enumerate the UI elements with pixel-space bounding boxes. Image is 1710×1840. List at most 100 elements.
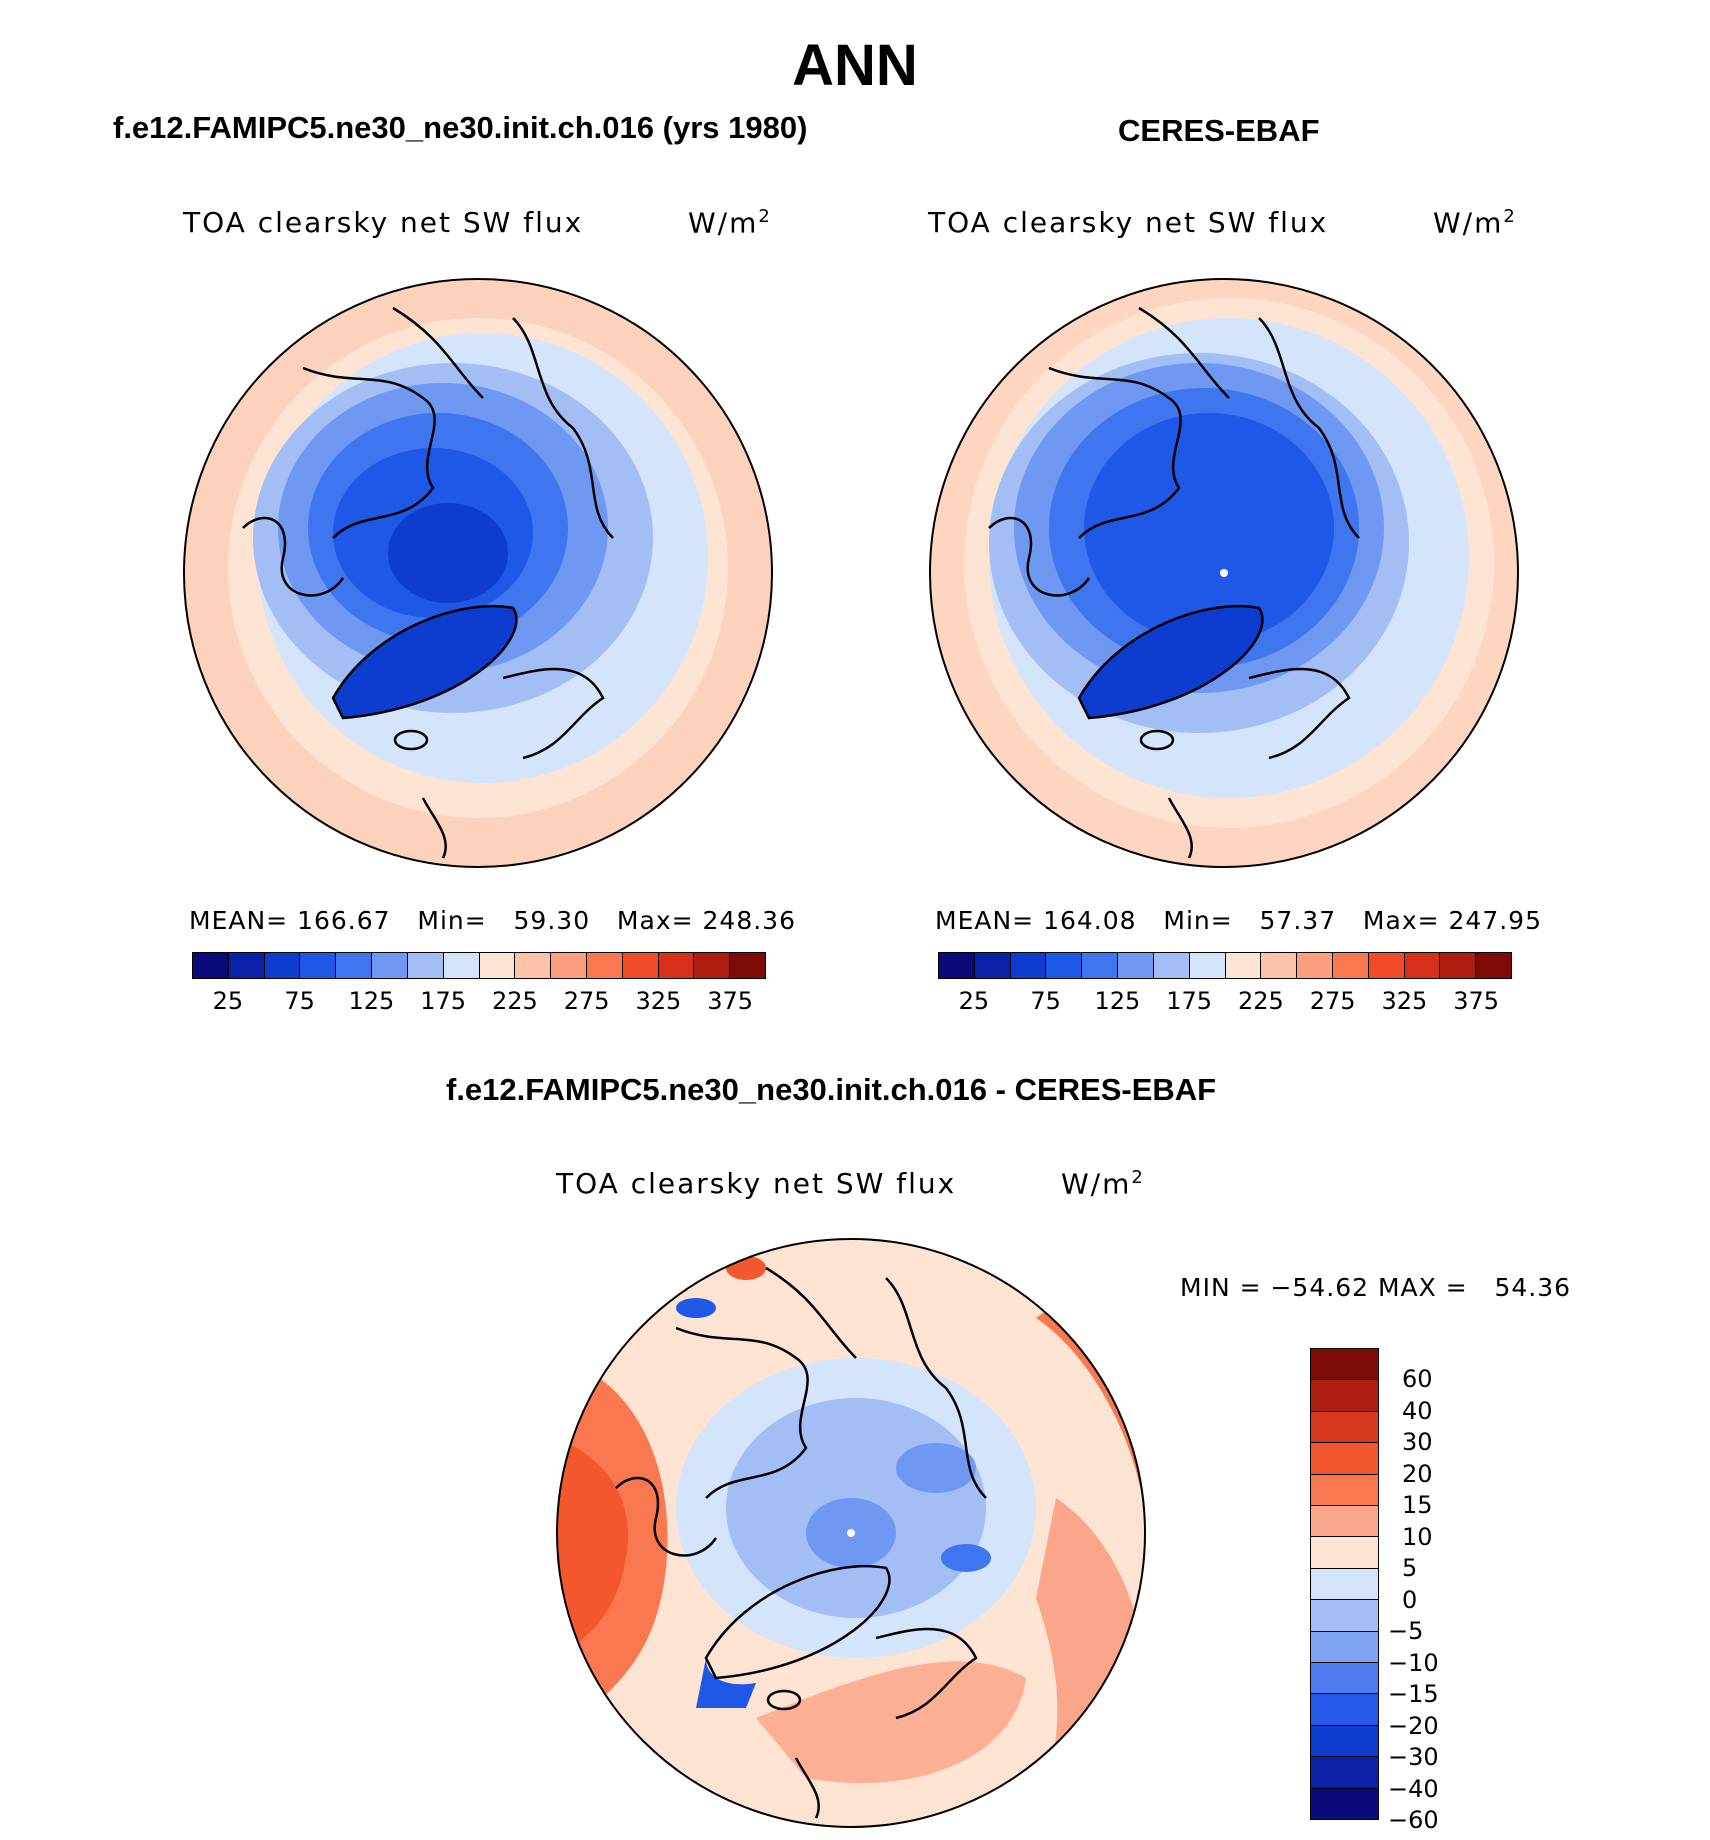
colorbar-tick-label: 325 <box>635 987 682 1015</box>
colorbar-swatch <box>551 953 587 978</box>
colorbar-swatch <box>300 953 337 978</box>
colorbar-swatch <box>730 953 765 978</box>
colorbar-tick-label: −15 <box>1388 1680 1439 1709</box>
colorbar-swatch <box>939 953 975 978</box>
colorbar-tick-label: 225 <box>1237 987 1284 1015</box>
model-subtitle: f.e12.FAMIPC5.ne30_ne30.init.ch.016 (yrs… <box>113 110 808 145</box>
colorbar-tick-label: 60 <box>1402 1365 1433 1394</box>
model-colorbar-ticks: 25 75 125 175 225 275 325 375 <box>192 987 766 1017</box>
colorbar-tick-label: 125 <box>1094 987 1141 1015</box>
colorbar-tick-label: 5 <box>1402 1554 1418 1583</box>
colorbar-swatch <box>407 953 444 978</box>
colorbar-swatch <box>193 953 229 978</box>
colorbar-tick-label: −30 <box>1388 1743 1439 1772</box>
colorbar-swatch <box>1311 1506 1378 1538</box>
colorbar-swatch <box>443 953 480 978</box>
model-colorbar <box>192 952 766 979</box>
diff-subtitle: f.e12.FAMIPC5.ne30_ne30.init.ch.016 - CE… <box>446 1072 1217 1107</box>
obs-stats: MEAN= 164.08 Min= 57.37 Max= 247.95 <box>935 906 1542 935</box>
colorbar-swatch <box>1440 953 1477 978</box>
colorbar-swatch <box>1297 953 1333 978</box>
colorbar-swatch <box>1311 1474 1378 1507</box>
model-variable-label: TOA clearsky net SW flux <box>183 206 584 239</box>
colorbar-tick-label: 325 <box>1381 987 1428 1015</box>
colorbar-tick-label: 175 <box>1166 987 1213 1015</box>
colorbar-tick-label: −40 <box>1388 1774 1439 1803</box>
diff-polar-map <box>556 1238 1146 1828</box>
colorbar-swatch <box>586 953 623 978</box>
colorbar-swatch <box>1082 953 1119 978</box>
colorbar-tick-label: −5 <box>1388 1617 1424 1646</box>
colorbar-swatch <box>1046 953 1083 978</box>
colorbar-swatch <box>1311 1757 1378 1789</box>
colorbar-swatch <box>336 953 373 978</box>
colorbar-swatch <box>1311 1568 1378 1601</box>
colorbar-swatch <box>1476 953 1511 978</box>
colorbar-tick-label: 75 <box>1030 987 1061 1015</box>
colorbar-tick-label: 10 <box>1402 1522 1433 1551</box>
colorbar-tick-label: 25 <box>212 987 244 1015</box>
colorbar-swatch <box>1311 1537 1378 1569</box>
obs-colorbar <box>938 952 1512 979</box>
colorbar-swatch <box>372 953 408 978</box>
colorbar-swatch <box>974 953 1011 978</box>
diff-units-label: W/m2 <box>1061 1167 1145 1201</box>
diff-colorbar <box>1310 1348 1379 1820</box>
diff-variable-label: TOA clearsky net SW flux <box>556 1167 957 1200</box>
colorbar-swatch <box>1311 1411 1378 1444</box>
colorbar-tick-label: 75 <box>284 987 315 1015</box>
colorbar-tick-label: 175 <box>420 987 467 1015</box>
colorbar-tick-label: 30 <box>1402 1428 1433 1457</box>
colorbar-tick-label: 375 <box>1453 987 1500 1015</box>
colorbar-swatch <box>1311 1600 1378 1632</box>
colorbar-swatch <box>228 953 265 978</box>
colorbar-swatch <box>515 953 552 978</box>
colorbar-swatch <box>1404 953 1441 978</box>
colorbar-tick-label: 20 <box>1402 1459 1433 1488</box>
obs-polar-map <box>929 278 1519 868</box>
colorbar-swatch <box>1010 953 1047 978</box>
colorbar-tick-label: 40 <box>1402 1396 1433 1425</box>
colorbar-tick-label: 125 <box>348 987 395 1015</box>
colorbar-tick-label: 15 <box>1402 1491 1433 1520</box>
colorbar-swatch <box>1311 1380 1378 1412</box>
colorbar-swatch <box>1261 953 1298 978</box>
colorbar-swatch <box>1311 1694 1378 1726</box>
obs-units-label: W/m2 <box>1433 206 1517 240</box>
colorbar-swatch <box>658 953 695 978</box>
colorbar-swatch <box>264 953 301 978</box>
colorbar-swatch <box>1368 953 1405 978</box>
diff-stats: MIN = −54.62 MAX = 54.36 <box>1180 1273 1572 1302</box>
model-units-label: W/m2 <box>688 206 772 240</box>
colorbar-swatch <box>1311 1663 1378 1695</box>
colorbar-tick-label: 375 <box>707 987 754 1015</box>
colorbar-tick-label: 225 <box>491 987 538 1015</box>
colorbar-swatch <box>1189 953 1226 978</box>
colorbar-tick-label: 25 <box>958 987 990 1015</box>
main-title: ANN <box>792 33 918 98</box>
obs-subtitle: CERES-EBAF <box>1118 113 1320 148</box>
colorbar-tick-label: 0 <box>1402 1585 1418 1614</box>
colorbar-swatch <box>479 953 516 978</box>
obs-colorbar-ticks: 25 75 125 175 225 275 325 375 <box>938 987 1512 1017</box>
colorbar-tick-label: −10 <box>1388 1648 1439 1677</box>
colorbar-swatch <box>1118 953 1154 978</box>
colorbar-swatch <box>694 953 731 978</box>
colorbar-swatch <box>1311 1725 1378 1758</box>
colorbar-tick-label: −20 <box>1388 1711 1439 1740</box>
colorbar-tick-label: 275 <box>1309 987 1356 1015</box>
model-polar-map <box>183 278 773 868</box>
colorbar-tick-label: −60 <box>1388 1806 1439 1834</box>
colorbar-swatch <box>1153 953 1190 978</box>
colorbar-swatch <box>622 953 659 978</box>
colorbar-swatch <box>1311 1631 1378 1664</box>
obs-variable-label: TOA clearsky net SW flux <box>928 206 1329 239</box>
colorbar-swatch <box>1311 1349 1378 1381</box>
colorbar-swatch <box>1311 1443 1378 1475</box>
colorbar-swatch <box>1311 1788 1378 1820</box>
colorbar-tick-label: 275 <box>563 987 610 1015</box>
colorbar-swatch <box>1332 953 1369 978</box>
colorbar-swatch <box>1225 953 1262 978</box>
diff-colorbar-ticks: 60 40 30 20 15 10 5 0 −5 −10 −15 −20 −30 −40 −60 <box>1388 1348 1488 1834</box>
model-stats: MEAN= 166.67 Min= 59.30 Max= 248.36 <box>189 906 796 935</box>
